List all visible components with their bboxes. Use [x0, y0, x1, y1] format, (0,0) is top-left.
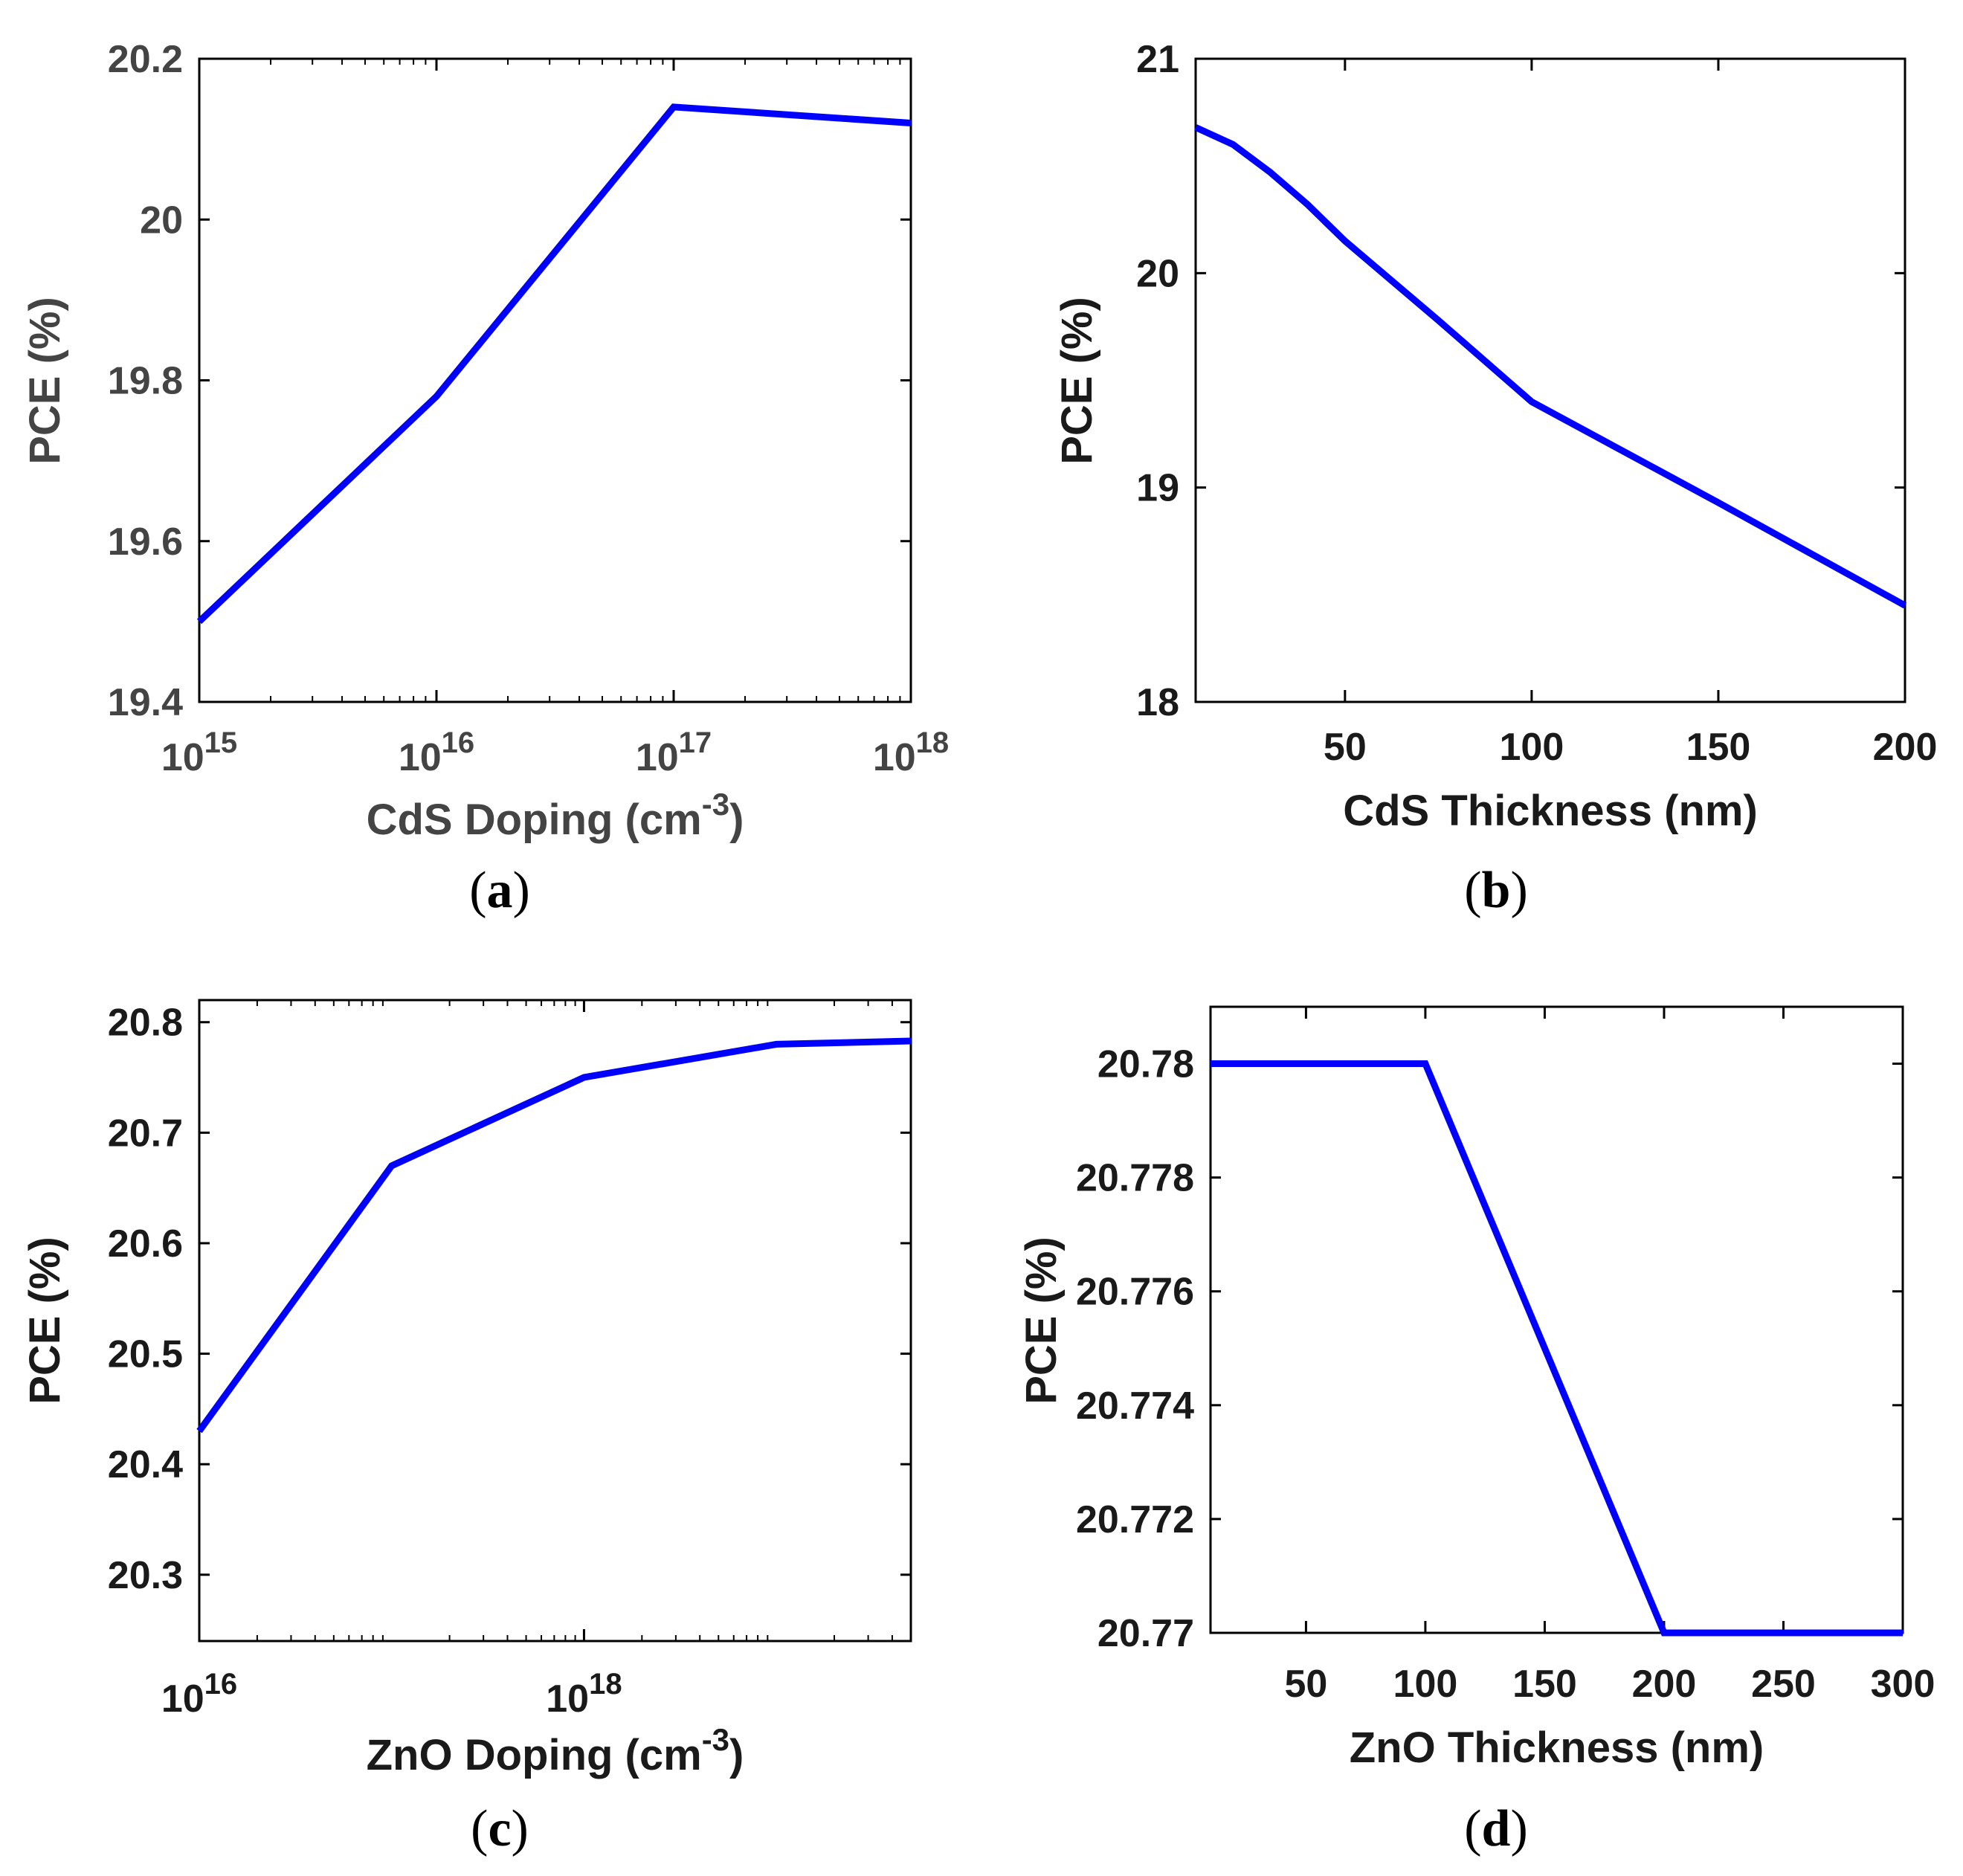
y-tick-label: 20.774	[1076, 1385, 1194, 1428]
data-series-line	[1211, 1060, 1903, 1637]
x-tick-label: 300	[1871, 1663, 1935, 1706]
plot-area-frame	[1209, 1005, 1904, 1634]
y-tick-label: 20.78	[1097, 1043, 1194, 1086]
panel-caption: (a)	[469, 862, 530, 919]
plot-area-frame	[198, 999, 912, 1643]
x-tick-label: 200	[1632, 1663, 1697, 1706]
x-tick-label: 150	[1686, 726, 1751, 769]
data-series-line	[196, 1037, 912, 1434]
plot-area-frame	[198, 57, 912, 703]
panel-caption: (d)	[1464, 1800, 1528, 1857]
x-axis-title: CdS Doping (cm-3)	[367, 787, 744, 844]
y-axis-title: PCE (%)	[21, 1237, 69, 1405]
x-tick-label: 150	[1512, 1663, 1577, 1706]
x-tick-label: 200	[1873, 726, 1938, 769]
x-tick-label: 1016	[399, 726, 474, 779]
x-tick-label: 100	[1500, 726, 1564, 769]
y-tick-label: 20.2	[108, 38, 183, 81]
x-axis-title: ZnO Thickness (nm)	[1350, 1724, 1764, 1772]
y-tick-label: 20.5	[108, 1333, 183, 1376]
y-tick-label: 20.77	[1097, 1612, 1194, 1655]
x-tick-label: 250	[1751, 1663, 1816, 1706]
panel-caption: (c)	[471, 1800, 529, 1857]
y-tick-label: 19.8	[108, 360, 183, 403]
y-tick-label: 20.8	[108, 1002, 183, 1045]
chart-panel-a: 19.4 19.6 19.8 20 20.2 1015 1016 1017 1018 CdS Do…	[21, 38, 949, 919]
x-axis-title: CdS Thickness (nm)	[1343, 787, 1758, 835]
x-tick-label: 1018	[546, 1668, 622, 1721]
y-tick-label: 19.4	[108, 681, 183, 724]
x-tick-label: 50	[1284, 1663, 1327, 1706]
data-series-line	[1194, 124, 1907, 609]
y-axis-title: PCE (%)	[21, 297, 69, 465]
x-tick-label: 1015	[161, 726, 237, 779]
y-tick-label: 20	[1136, 252, 1179, 295]
panel-caption: (b)	[1464, 862, 1528, 919]
y-tick-label: 20.7	[108, 1112, 183, 1155]
y-tick-label: 20.772	[1076, 1498, 1194, 1541]
chart-panel-d: 20.77 20.772 20.774 20.776 20.778 20.78 50 100 1…	[1017, 1005, 1935, 1857]
y-tick-label: 20	[140, 199, 183, 242]
x-tick-label: 50	[1324, 726, 1367, 769]
y-tick-label: 19.6	[108, 520, 183, 564]
y-tick-label: 21	[1136, 38, 1179, 81]
x-tick-label: 1018	[873, 726, 949, 779]
y-tick-label: 20.6	[108, 1222, 183, 1266]
x-axis-title: ZnO Doping (cm-3)	[367, 1722, 744, 1779]
x-tick-label: 1017	[636, 726, 712, 779]
y-tick-label: 20.3	[108, 1554, 183, 1597]
data-series-line	[196, 103, 912, 625]
x-tick-label: 1016	[161, 1668, 237, 1721]
x-tick-label: 100	[1393, 1663, 1458, 1706]
y-tick-label: 20.778	[1076, 1157, 1194, 1200]
y-axis-title: PCE (%)	[1053, 297, 1101, 465]
y-tick-label: 19	[1136, 467, 1179, 510]
plot-area-frame	[1194, 57, 1906, 703]
y-tick-label: 20.776	[1076, 1271, 1194, 1314]
chart-panel-b: 18 19 20 21 50 100 150 200 CdS Thickness (nm) PCE…	[1053, 38, 1937, 919]
y-axis-title: PCE (%)	[1017, 1237, 1066, 1405]
y-tick-label: 20.4	[108, 1443, 183, 1486]
y-tick-label: 18	[1136, 681, 1179, 724]
